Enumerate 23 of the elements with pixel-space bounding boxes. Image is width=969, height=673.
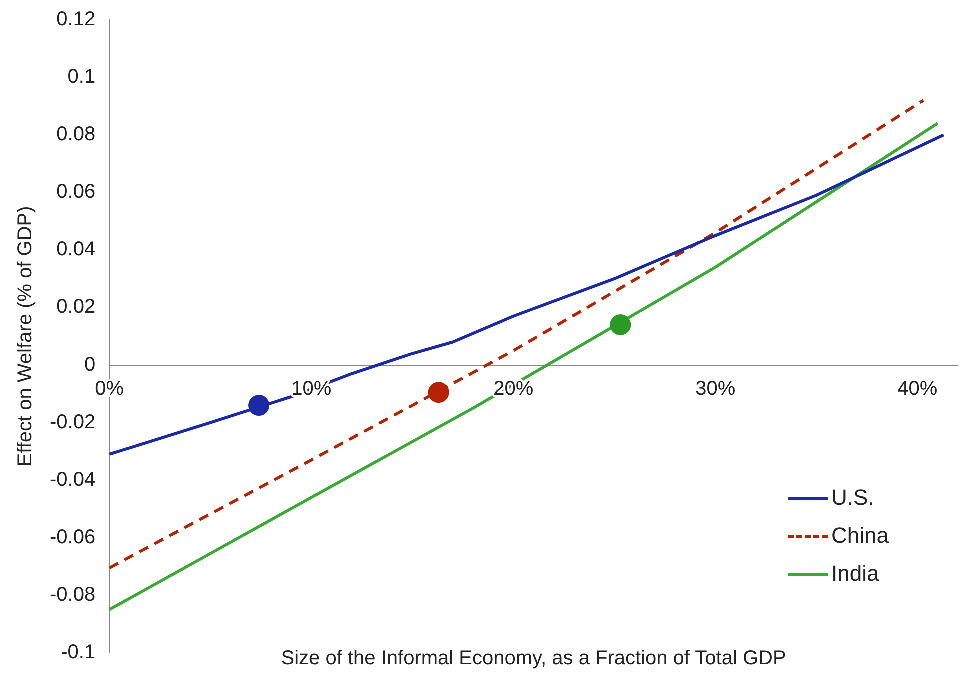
legend-label: India xyxy=(832,561,880,587)
y-tick-label: -0.1 xyxy=(61,642,96,664)
x-tick-label: 40% xyxy=(898,378,938,400)
point xyxy=(248,395,270,416)
y-tick-label: 0 xyxy=(84,354,96,376)
x-axis-title: Size of the Informal Economy, as a Fraction of Total GDP xyxy=(281,648,786,670)
x-tick-label: 0% xyxy=(95,378,124,400)
y-tick-label: -0.04 xyxy=(50,468,96,491)
y-tick-label: -0.06 xyxy=(50,526,96,548)
y-tick-label: -0.02 xyxy=(50,411,96,434)
y-tick-label: -0.08 xyxy=(50,584,96,606)
legend-label: U.S. xyxy=(832,485,874,511)
point xyxy=(428,382,450,404)
x-tick-label: 30% xyxy=(696,378,736,400)
y-tick-label: 0.02 xyxy=(56,296,96,318)
point xyxy=(610,314,632,336)
y-tick-label: 0.06 xyxy=(56,181,96,204)
y-tick-label: 0.1 xyxy=(68,66,96,88)
y-axis-title: Effect on Welfare (% of GDP) xyxy=(14,206,37,467)
y-tick-label: 0.04 xyxy=(56,238,96,261)
y-tick-label: 0.08 xyxy=(56,124,96,146)
y-tick-label: 0.12 xyxy=(56,8,96,31)
legend-label: China xyxy=(832,523,889,549)
